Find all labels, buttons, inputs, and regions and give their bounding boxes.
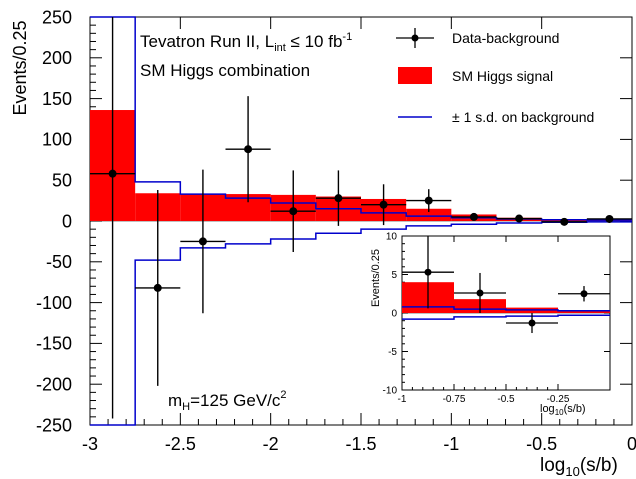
- mass-pre: m: [168, 391, 182, 410]
- legend-label-band: ± 1 s.d. on background: [452, 109, 594, 125]
- inset-y-axis-label: Events/0.25: [370, 249, 382, 307]
- mass-sup: 2: [280, 389, 286, 401]
- x-axis-label-tail: (s/b): [580, 455, 618, 476]
- inset-x-tick-label-1: -0.75: [443, 394, 466, 405]
- point-6: [379, 200, 388, 209]
- title-pre: Tevatron Run II, L: [140, 32, 274, 51]
- inset-point-3: [580, 290, 588, 298]
- y-tick-label-0: -250: [36, 415, 72, 435]
- title-sub: int: [274, 42, 286, 54]
- legend-entry-band: ± 1 s.d. on background: [398, 109, 594, 125]
- inset-y-tick-label-2: 0: [391, 309, 397, 320]
- x-tick-label-6: 0: [627, 434, 636, 454]
- point-8: [469, 212, 478, 221]
- point-4: [289, 207, 298, 216]
- signal-bin-7: [406, 208, 452, 221]
- title-sup: -1: [342, 31, 352, 43]
- data-points: [90, 17, 632, 419]
- legend-entry-signal: SM Higgs signal: [398, 67, 553, 84]
- inset-band-lower: [402, 314, 610, 320]
- x-tick-label-1: -2.5: [165, 434, 196, 454]
- inset-x-axis-label: log10(s/b): [540, 403, 586, 417]
- point-2: [198, 237, 207, 246]
- point-11: [605, 214, 614, 223]
- mass-mid: =125 GeV/c: [190, 391, 281, 410]
- inset-y-tick-label-3: 5: [391, 270, 397, 281]
- inset-point-2: [528, 319, 536, 327]
- y-tick-label-5: 0: [62, 211, 72, 231]
- x-tick-label-3: -1.5: [345, 434, 376, 454]
- inset-data-points: [402, 236, 610, 334]
- inset-x-axis-label-sub: 10: [555, 408, 564, 417]
- band-upper: [90, 16, 632, 221]
- legend-entry-data: Data-background: [396, 28, 559, 48]
- point-1: [153, 283, 162, 292]
- x-axis-label: log10(s/b): [540, 455, 618, 479]
- inset-x-tick-label-3: -0.25: [547, 394, 570, 405]
- x-tick-label-4: -1: [443, 434, 459, 454]
- legend-label-data: Data-background: [452, 30, 559, 46]
- inset-x-axis-label-tail: (s/b): [564, 403, 586, 415]
- inset-background-band: [402, 306, 610, 320]
- background-band: [90, 16, 632, 426]
- x-axis-label-main: log: [540, 455, 565, 476]
- mass-annotation: mH=125 GeV/c2: [168, 389, 287, 413]
- chart-subtitle: SM Higgs combination: [140, 61, 310, 80]
- inset-y-tick-label-1: -5: [388, 347, 397, 358]
- band-lower: [90, 221, 632, 426]
- legend-label-signal: SM Higgs signal: [452, 68, 553, 84]
- mass-sub: H: [182, 401, 190, 413]
- x-tick-label-0: -3: [82, 434, 98, 454]
- y-tick-label-1: -200: [36, 375, 72, 395]
- point-9: [515, 214, 524, 223]
- inset-chart: -1 -0.75 -0.5 -0.25 -10 -5 0 5 10 Events/0.25 lo…: [370, 232, 611, 417]
- y-tick-label-7: 100: [42, 130, 72, 150]
- inset-signal-bin-3: [558, 310, 610, 313]
- legend: Data-background SM Higgs signal ± 1 s.d.…: [396, 28, 594, 125]
- chart-title: Tevatron Run II, Lint ≤ 10 fb-1: [140, 31, 352, 54]
- inset-x-tick-label-0: -1: [398, 394, 407, 405]
- point-3: [244, 145, 253, 154]
- y-tick-label-6: 50: [52, 171, 72, 191]
- inset-y-tick-label-0: -10: [383, 386, 398, 397]
- inset-point-0: [424, 268, 432, 276]
- point-5: [334, 194, 343, 203]
- y-tick-label-10: 250: [42, 7, 72, 27]
- inset-band-upper: [402, 306, 610, 312]
- inset-tick-labels: -1 -0.75 -0.5 -0.25 -10 -5 0 5 10: [383, 232, 570, 406]
- y-tick-label-8: 150: [42, 89, 72, 109]
- x-axis-label-sub: 10: [565, 464, 579, 479]
- y-tick-label-2: -150: [36, 334, 72, 354]
- y-tick-label-3: -100: [36, 293, 72, 313]
- point-10: [560, 217, 569, 226]
- main-tick-labels: -3 -2.5 -2 -1.5 -1 -0.5 0-250-200-150-100-5005…: [36, 7, 636, 454]
- x-tick-label-2: -2: [263, 434, 279, 454]
- inset-point-1: [476, 289, 484, 297]
- title-mid: ≤ 10 fb: [286, 32, 343, 51]
- y-axis-label: Events/0.25: [10, 20, 30, 115]
- inset-x-tick-label-2: -0.5: [497, 394, 515, 405]
- inset-x-axis-label-main: log: [540, 403, 555, 415]
- inset-y-tick-label-4: 10: [386, 232, 398, 243]
- y-tick-label-4: -50: [46, 252, 72, 272]
- point-7: [424, 196, 433, 205]
- point-0: [108, 169, 117, 178]
- x-tick-label-5: -0.5: [526, 434, 557, 454]
- y-tick-label-9: 200: [42, 48, 72, 68]
